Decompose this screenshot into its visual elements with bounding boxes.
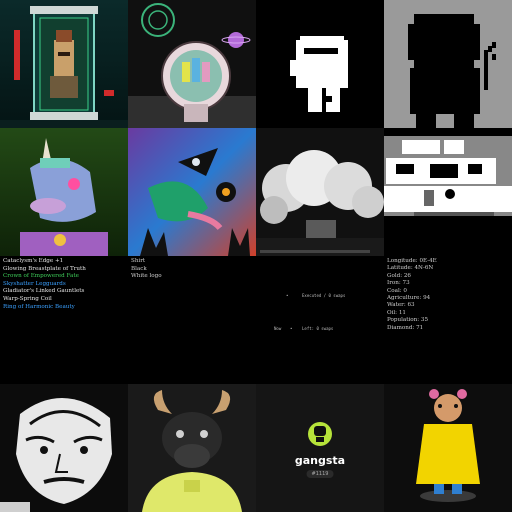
attribute-list: Shirt Black White logo (131, 258, 254, 281)
resource-line: Gold: 26 (387, 272, 411, 279)
console-now-label: Now (274, 326, 282, 331)
nft-tile-gangsta[interactable]: gangsta #1119 (256, 384, 384, 512)
loot-item: Crown of Empowered Fate (3, 273, 79, 280)
nft-tile-pixel-helmet[interactable] (256, 0, 384, 128)
resource-line: Water: 63 (387, 302, 415, 309)
astronaut-artwork (128, 0, 256, 128)
nft-tile-doge-figure[interactable] (384, 384, 512, 512)
nft-tile-pixel-silhouette[interactable] (384, 0, 512, 128)
pixel-silhouette-artwork (384, 0, 512, 128)
nft-tile-astronaut[interactable] (128, 0, 256, 128)
nft-tile-attributes[interactable]: Shirt Black White logo (128, 256, 256, 384)
nft-tile-resources[interactable]: Longitude: 0E-4E Latitude: 4N-6N Gold: 2… (384, 256, 512, 384)
nft-tile-abstract-eye[interactable] (128, 128, 256, 256)
nft-tile-sketch-portrait[interactable] (0, 384, 128, 512)
sketch-portrait-artwork (0, 384, 128, 512)
unicorn-artwork (0, 128, 128, 256)
resource-line: Longitude: 0E-4E (387, 258, 437, 264)
gangsta-name: gangsta (294, 454, 346, 467)
resource-line: Latitude: 4N-6N (387, 265, 434, 272)
nft-tile-console[interactable]: • Executed / 0 swaps Now • Left: 0 swaps (256, 256, 384, 384)
abstract-eye-artwork (128, 128, 256, 256)
resource-line: Oil: 11 (387, 309, 406, 316)
resource-list: Longitude: 0E-4E Latitude: 4N-6N Gold: 2… (387, 258, 510, 332)
resource-line: Coal: 0 (387, 287, 407, 294)
console-bullet: • (286, 293, 289, 298)
gangsta-id-badge: #1119 (306, 470, 334, 478)
smoke-photo-artwork (256, 128, 384, 256)
loot-item: Skyshatter Legguards (3, 280, 66, 287)
resource-line: Iron: 73 (387, 280, 410, 287)
console-bullet: • (290, 326, 293, 331)
pixel-game-artwork (384, 128, 512, 256)
gangsta-background (256, 384, 384, 512)
nft-tile-smoke-photo[interactable] (256, 128, 384, 256)
loot-item: Glowing Breastplate of Truth (3, 265, 86, 272)
loot-item-list: Cataclysm's Edge +1 Glowing Breastplate … (3, 258, 126, 311)
nft-tile-bull[interactable] (128, 384, 256, 512)
nft-tile-pixel-game[interactable] (384, 128, 512, 256)
doge-figure-artwork (384, 384, 512, 512)
console-line-left: Left: 0 swaps (302, 326, 334, 331)
resource-line: Population: 35 (387, 317, 428, 324)
pixel-helmet-artwork (256, 0, 384, 128)
bull-artwork (128, 384, 256, 512)
loot-item: Ring of Harmonic Beauty (3, 303, 75, 310)
resource-line: Diamond: 71 (387, 324, 424, 331)
attribute-line: Black (131, 265, 147, 272)
loot-item: Warp-Spring Coil (3, 295, 52, 302)
attribute-line: Shirt (131, 258, 146, 264)
loot-item: Cataclysm's Edge +1 (3, 258, 64, 264)
console-line-executed: Executed / 0 swaps (302, 293, 346, 298)
nft-tile-capsule[interactable] (0, 0, 128, 128)
nft-tile-loot-list[interactable]: Cataclysm's Edge +1 Glowing Breastplate … (0, 256, 128, 384)
nft-tile-unicorn[interactable] (0, 128, 128, 256)
capsule-artwork (0, 0, 128, 128)
resource-line: Agriculture: 94 (387, 295, 431, 302)
loot-item: Gladiator's Linked Gauntlets (3, 288, 85, 295)
attribute-line: White logo (131, 273, 162, 280)
